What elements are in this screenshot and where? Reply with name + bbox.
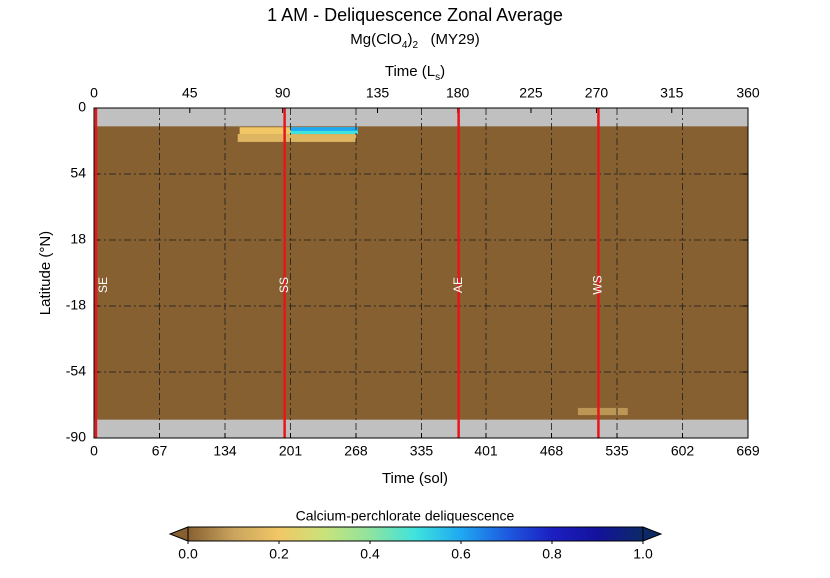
event-label: WS	[591, 275, 605, 294]
x-tick-label: 201	[279, 443, 303, 459]
colorbar-tick-label: 0.2	[269, 546, 289, 562]
x2-tick-label: 225	[519, 85, 543, 101]
x-axis-label: Time (sol)	[382, 470, 448, 487]
event-label: SS	[277, 277, 291, 293]
y-tick-label: 54	[70, 165, 86, 181]
heatmap-cell	[290, 127, 358, 131]
y-tick-label: -18	[66, 297, 86, 313]
subtitle-part: )	[407, 31, 412, 48]
y-axis-label: Latitude (°N)	[37, 231, 54, 315]
x2-tick-label: 270	[585, 85, 609, 101]
subtitle-part: 2	[412, 40, 418, 51]
x2-tick-label: 360	[736, 85, 760, 101]
x-tick-label: 602	[671, 443, 695, 459]
y-tick-label: 0	[78, 99, 86, 115]
x-tick-label: 535	[605, 443, 629, 459]
colorbar-tick-label: 1.0	[633, 546, 653, 562]
heatmap-cell	[577, 407, 628, 416]
x-tick-label: 335	[410, 443, 434, 459]
colorbar-tick-label: 0.8	[542, 546, 562, 562]
y-tick-label: -90	[66, 429, 86, 445]
plot-frame	[93, 107, 749, 439]
x-tick-label: 134	[213, 443, 237, 459]
subtitle-part: Mg(ClO	[350, 31, 402, 48]
x2-tick-label: 315	[660, 85, 684, 101]
y-tick-label: 18	[70, 231, 86, 247]
event-label: SE	[96, 277, 110, 293]
x2-label-part: Time (L	[385, 63, 435, 80]
x-tick-label: 268	[344, 443, 368, 459]
x-tick-label: 67	[152, 443, 168, 459]
x2-tick-label: 45	[182, 85, 198, 101]
x2-tick-label: 180	[446, 85, 470, 101]
colorbar-label: Calcium-perchlorate deliquescence	[296, 508, 515, 524]
x-tick-label: 401	[474, 443, 498, 459]
colorbar-tick-label: 0.6	[451, 546, 471, 562]
x2-tick-label: 0	[90, 85, 98, 101]
x2-label-part: s	[435, 72, 440, 83]
x2-axis-label: Time (Ls)	[385, 63, 445, 83]
heatmap-cell	[237, 134, 356, 142]
colorbar	[187, 526, 644, 542]
event-label: AE	[451, 277, 465, 293]
colorbar-under	[168, 526, 189, 542]
subtitle-part: (MY29)	[418, 31, 480, 48]
chart-title: 1 AM - Deliquescence Zonal Average	[267, 5, 563, 25]
subtitle-part: 4	[402, 40, 408, 51]
x-tick-label: 468	[540, 443, 564, 459]
y-tick-label: -54	[66, 363, 86, 379]
colorbar-tick-label: 0.4	[360, 546, 380, 562]
colorbar-tick-label: 0.0	[178, 546, 198, 562]
x2-tick-label: 135	[366, 85, 390, 101]
x2-label-part: )	[440, 63, 445, 80]
x2-tick-label: 90	[275, 85, 291, 101]
x-tick-label: 669	[736, 443, 760, 459]
heatmap-cell	[239, 127, 291, 135]
x-tick-label: 0	[90, 443, 98, 459]
colorbar-over	[642, 526, 663, 542]
chart-subtitle: Mg(ClO4)2 (MY29)	[350, 31, 479, 51]
